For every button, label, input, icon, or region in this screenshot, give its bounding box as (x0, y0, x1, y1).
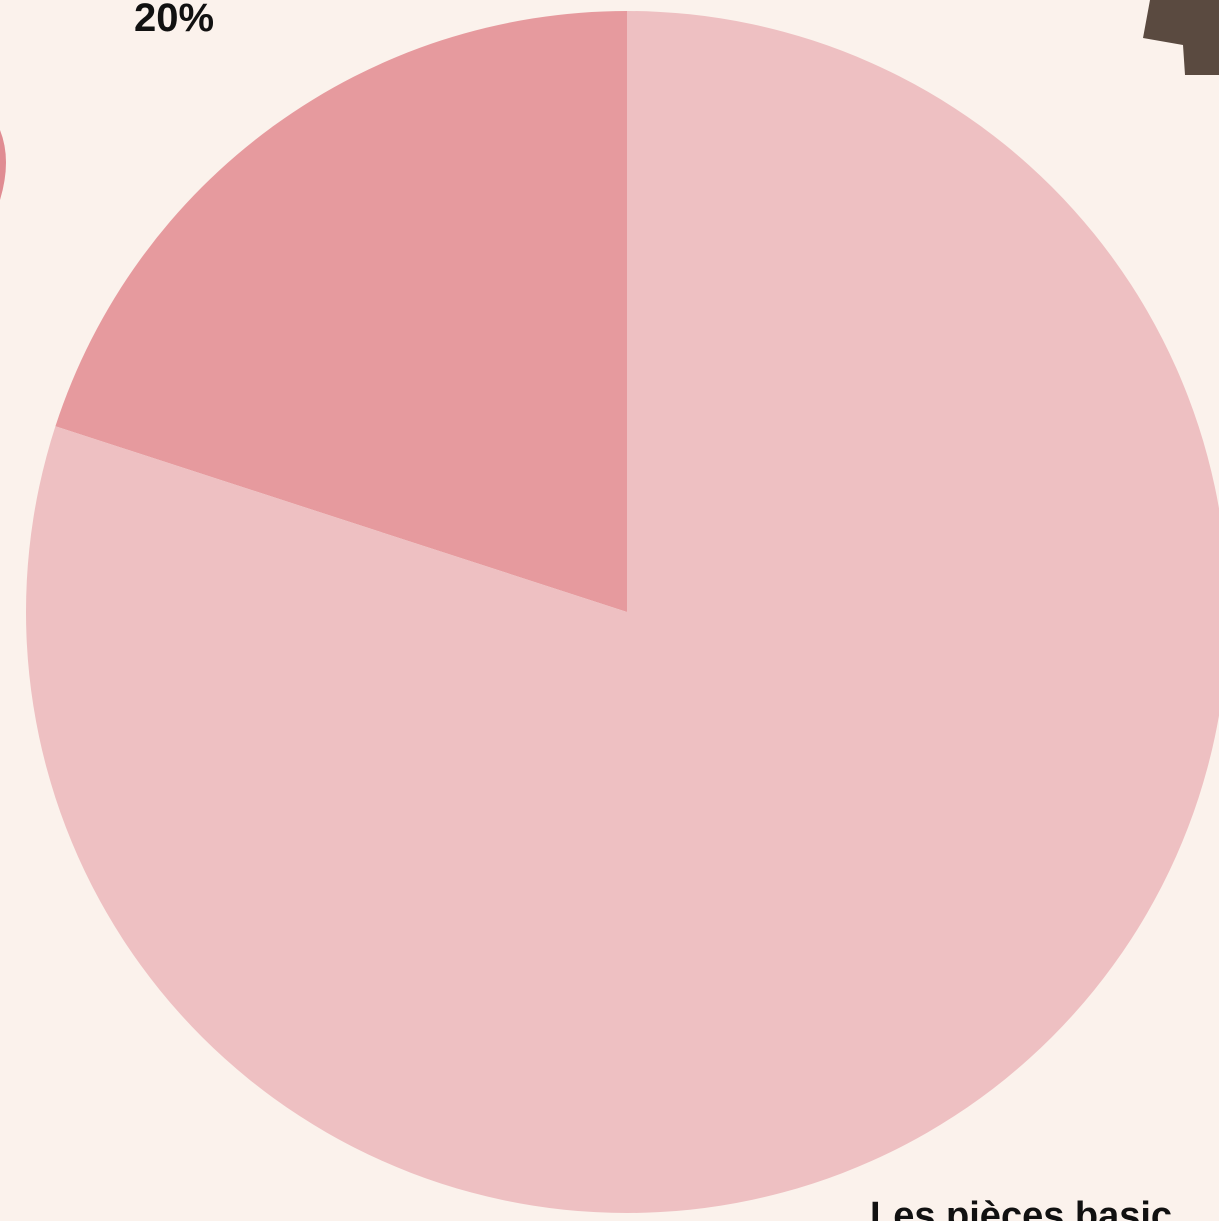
value-label: 20% (134, 0, 214, 40)
annotation: Les pièces basic (870, 1195, 1172, 1221)
page: Les pièces basic 20% (() => { const data… (0, 0, 1219, 1221)
chart: Les pièces basic 20% (0, 0, 1219, 1221)
pie (26, 11, 1219, 1213)
